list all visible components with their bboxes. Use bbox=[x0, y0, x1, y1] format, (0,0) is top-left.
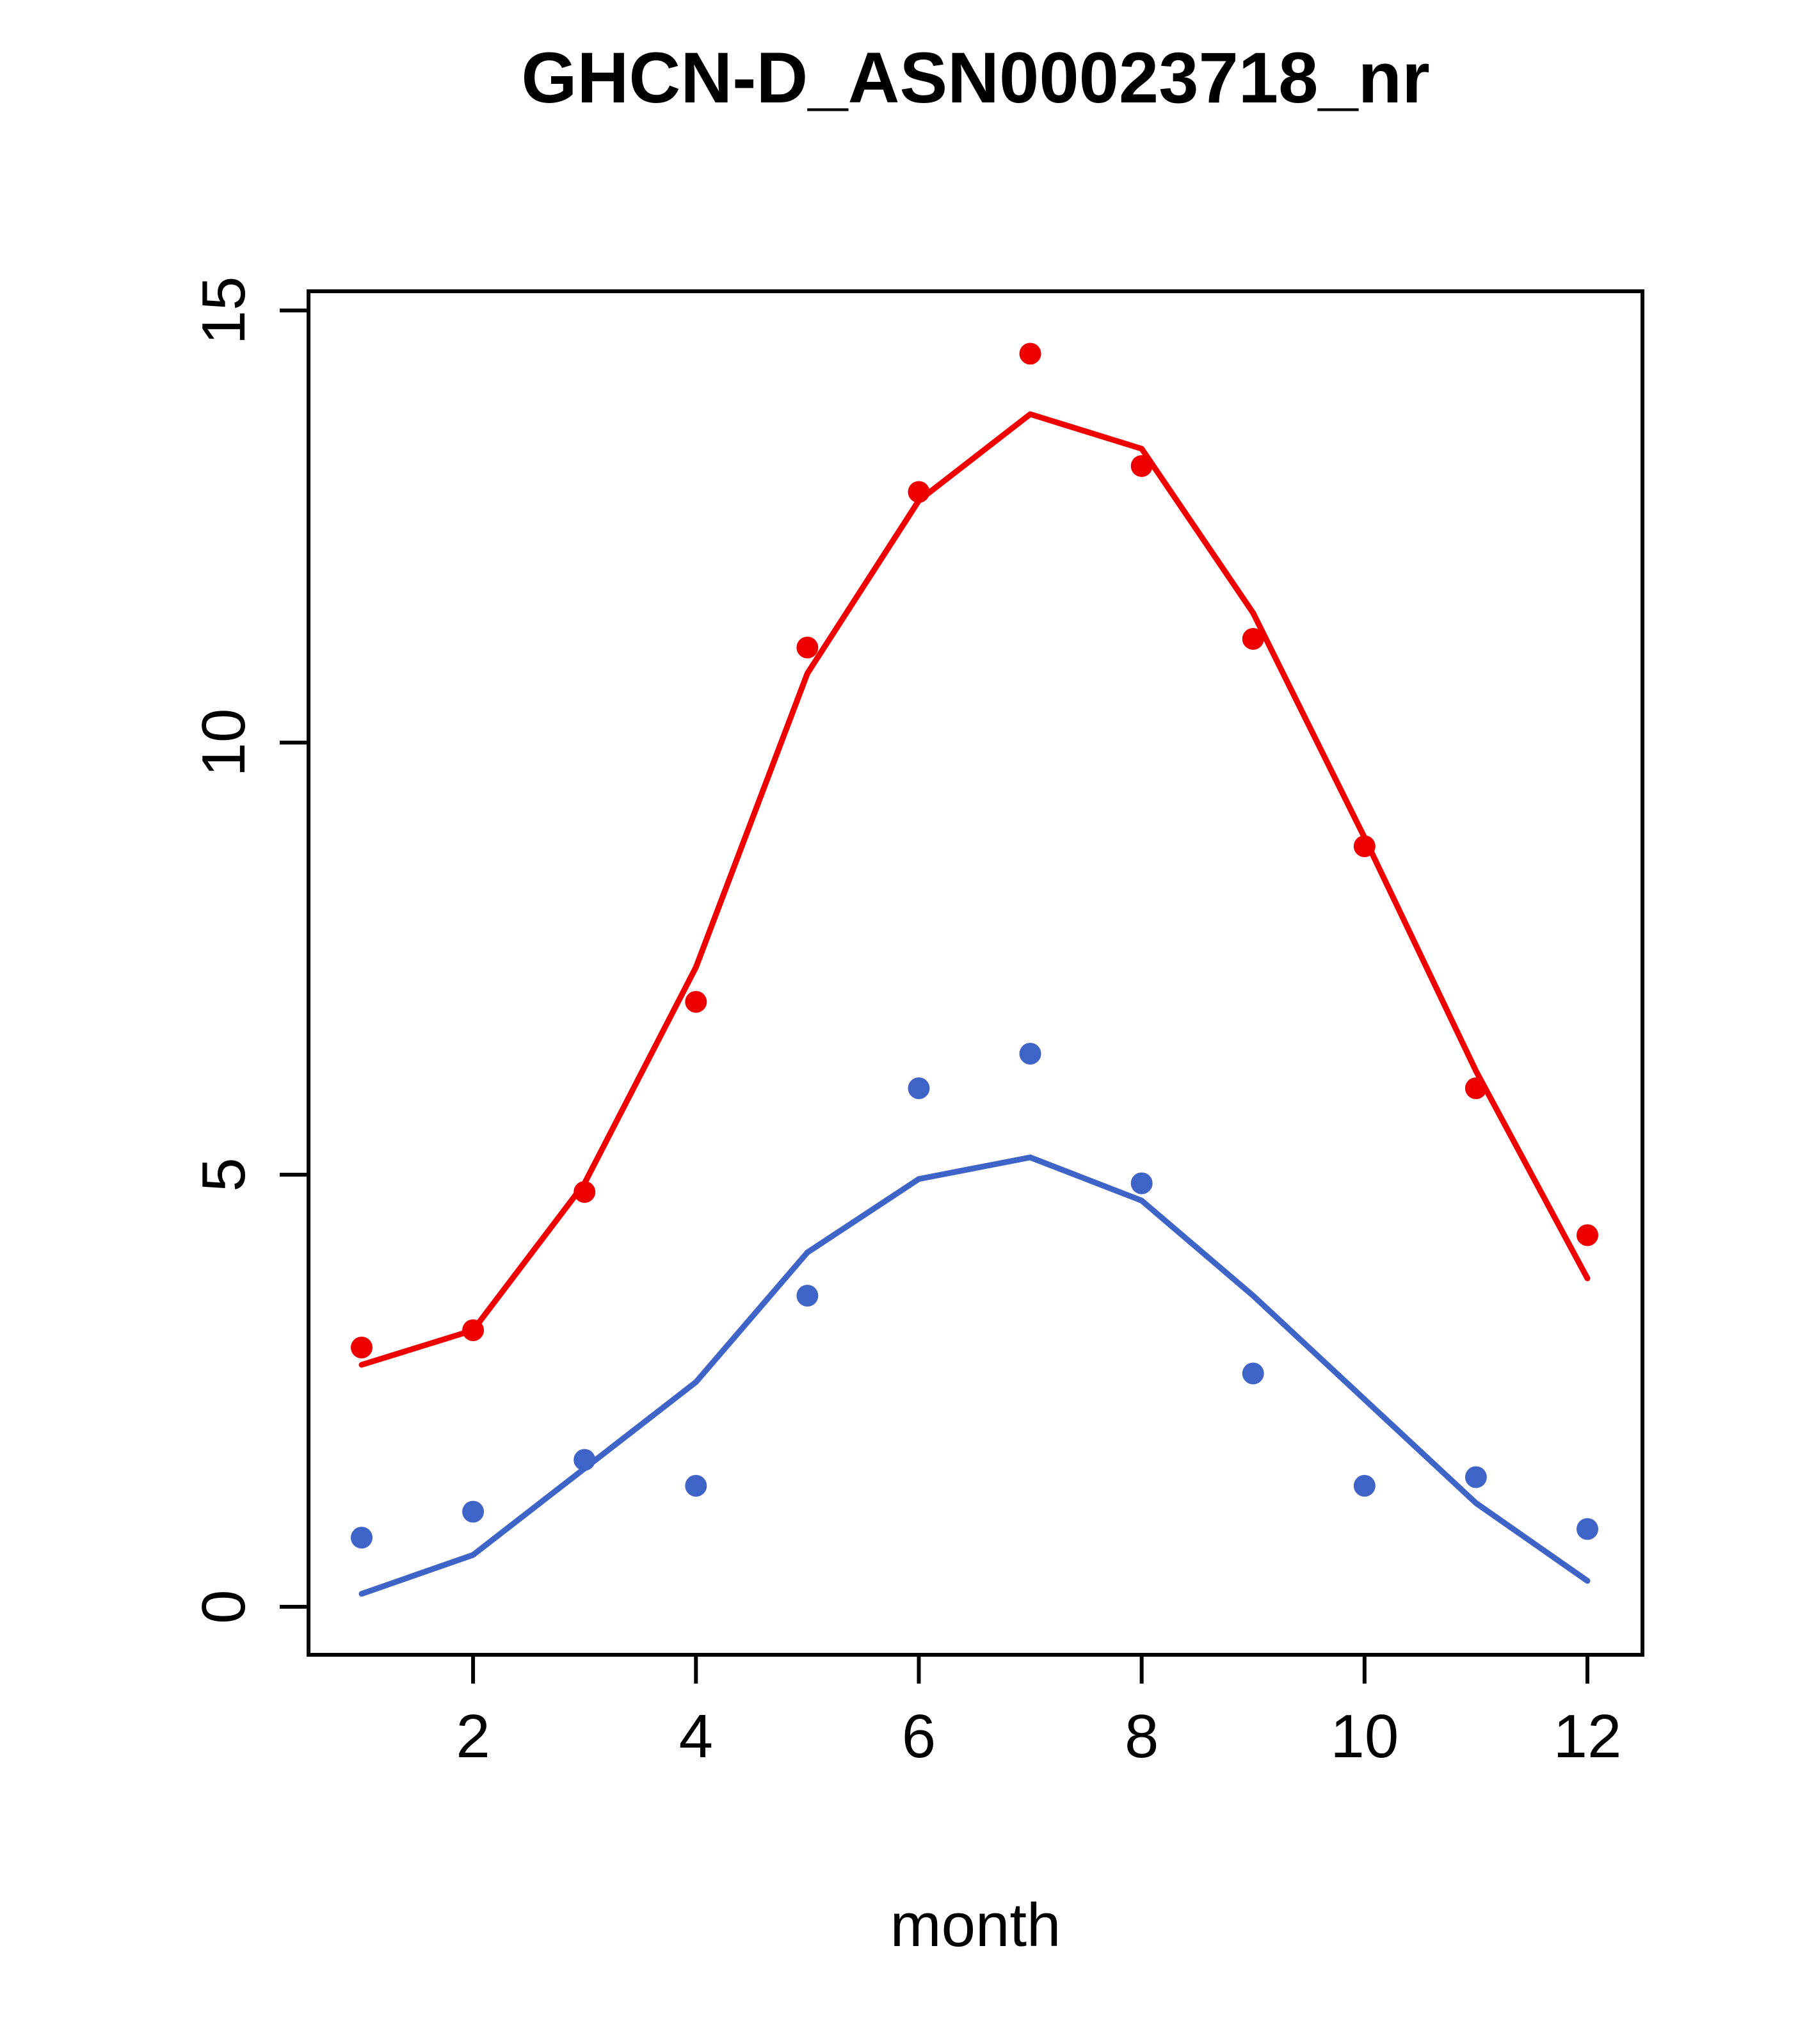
blue-points-observed-marker bbox=[574, 1449, 596, 1471]
y-tick-label: 10 bbox=[189, 709, 258, 777]
x-tick-label: 8 bbox=[1125, 1702, 1159, 1771]
red-points-observed-marker bbox=[1019, 342, 1041, 365]
x-tick-label: 4 bbox=[679, 1702, 713, 1771]
x-tick-label: 12 bbox=[1553, 1702, 1622, 1771]
blue-points-observed-marker bbox=[1019, 1043, 1041, 1065]
y-tick-label: 0 bbox=[189, 1589, 258, 1623]
red-points-observed-marker bbox=[1577, 1224, 1598, 1246]
red-points-observed-marker bbox=[1242, 628, 1264, 650]
red-points-observed-marker bbox=[908, 481, 930, 503]
red-line-fit-polyline bbox=[358, 411, 1591, 1368]
plot-border bbox=[307, 289, 1644, 1657]
chart-title: GHCN-D_ASN00023718_nr bbox=[521, 38, 1429, 118]
red-points-observed-marker bbox=[796, 636, 819, 659]
red-points-observed-marker bbox=[1353, 835, 1376, 857]
red-points-observed-marker bbox=[1130, 455, 1153, 477]
x-tick-label: 6 bbox=[902, 1702, 936, 1771]
x-tick-label: 2 bbox=[456, 1702, 490, 1771]
blue-points-observed-marker bbox=[685, 1475, 707, 1497]
blue-points-observed-marker bbox=[1465, 1466, 1487, 1488]
y-axis: 0 5 10 15 bbox=[189, 277, 309, 1624]
series-points-group bbox=[351, 342, 1598, 1549]
blue-points-observed-marker bbox=[351, 1527, 373, 1549]
y-tick-label: 5 bbox=[189, 1157, 258, 1191]
x-axis: 2 4 6 8 10 12 bbox=[456, 1655, 1621, 1771]
red-points-observed-marker bbox=[574, 1181, 596, 1203]
red-points-observed-marker bbox=[462, 1319, 485, 1341]
x-axis-label: month bbox=[890, 1891, 1061, 1960]
series-lines-group bbox=[358, 411, 1591, 1597]
red-points-observed-marker bbox=[1465, 1077, 1487, 1099]
blue-points-observed-marker bbox=[462, 1501, 485, 1523]
y-tick-label: 15 bbox=[189, 277, 258, 345]
blue-points-observed-marker bbox=[908, 1077, 930, 1099]
blue-points-observed-marker bbox=[1242, 1362, 1264, 1385]
blue-line-fit-polyline bbox=[358, 1154, 1591, 1597]
red-points-observed-marker bbox=[685, 991, 707, 1013]
blue-points-observed-marker bbox=[1577, 1518, 1598, 1540]
blue-points-observed-marker bbox=[1353, 1475, 1376, 1497]
blue-points-observed-marker bbox=[1130, 1172, 1153, 1195]
x-tick-label: 10 bbox=[1330, 1702, 1399, 1771]
red-points-observed-marker bbox=[351, 1337, 373, 1358]
blue-points-observed-marker bbox=[796, 1285, 819, 1307]
